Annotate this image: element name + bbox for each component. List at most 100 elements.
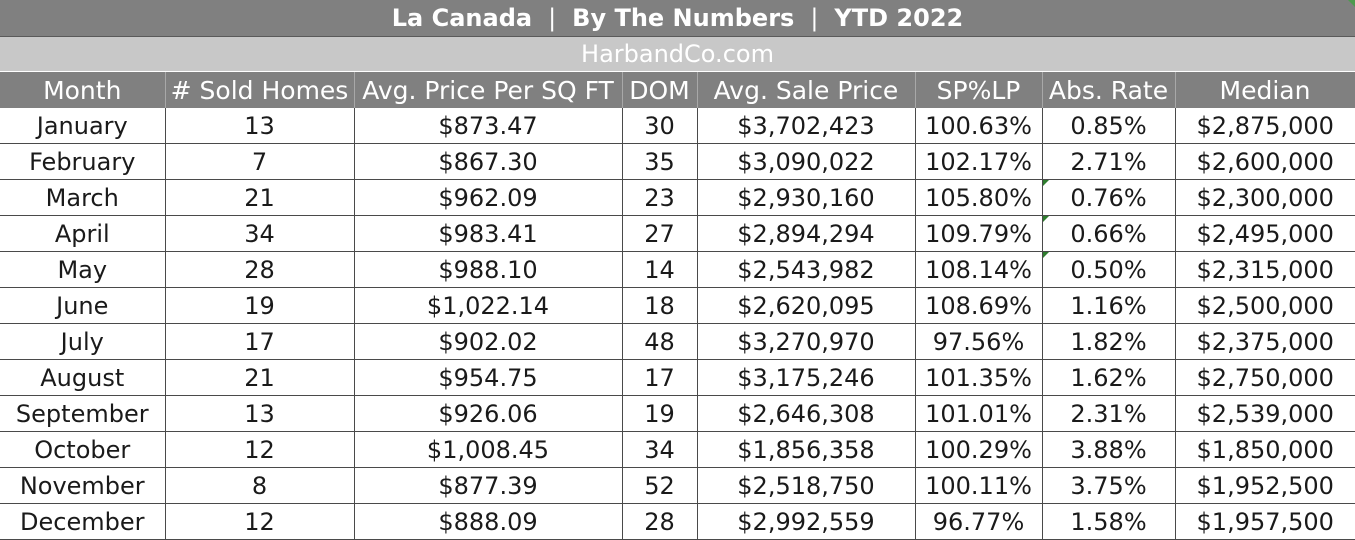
cell-sp-lp[interactable]: 100.63% (914, 108, 1043, 144)
cell-median[interactable]: $2,375,000 (1174, 323, 1355, 360)
cell-price-per-sqft[interactable]: $926.06 (353, 395, 623, 432)
cell-median[interactable]: $2,875,000 (1174, 108, 1355, 144)
cell-abs-rate[interactable]: 0.50% (1041, 251, 1176, 288)
cell-price-per-sqft[interactable]: $988.10 (353, 251, 623, 288)
cell-dom[interactable]: 18 (621, 287, 698, 324)
cell-abs-rate[interactable]: 3.75% (1041, 467, 1176, 504)
cell-sold-homes[interactable]: 21 (164, 359, 355, 396)
cell-median[interactable]: $2,500,000 (1174, 287, 1355, 324)
cell-sp-lp[interactable]: 100.11% (914, 467, 1043, 504)
cell-sold-homes[interactable]: 7 (164, 143, 355, 180)
cell-price-per-sqft[interactable]: $888.09 (353, 503, 623, 540)
cell-dom[interactable]: 30 (621, 108, 698, 144)
cell-avg-sale-price[interactable]: $2,992,559 (696, 503, 916, 540)
cell-sold-homes[interactable]: 21 (164, 179, 355, 216)
cell-abs-rate[interactable]: 2.71% (1041, 143, 1176, 180)
cell-avg-sale-price[interactable]: $3,175,246 (696, 359, 916, 396)
cell-month[interactable]: June (0, 287, 166, 324)
cell-sp-lp[interactable]: 109.79% (914, 215, 1043, 252)
cell-sp-lp[interactable]: 97.56% (914, 323, 1043, 360)
cell-abs-rate[interactable]: 0.66% (1041, 215, 1176, 252)
cell-abs-rate[interactable]: 1.62% (1041, 359, 1176, 396)
cell-price-per-sqft[interactable]: $873.47 (353, 108, 623, 144)
cell-price-per-sqft[interactable]: $1,008.45 (353, 431, 623, 468)
cell-price-per-sqft[interactable]: $867.30 (353, 143, 623, 180)
cell-dom[interactable]: 17 (621, 359, 698, 396)
cell-dom[interactable]: 14 (621, 251, 698, 288)
cell-sp-lp[interactable]: 108.69% (914, 287, 1043, 324)
cell-sp-lp[interactable]: 105.80% (914, 179, 1043, 216)
col-header-sold-homes[interactable]: # Sold Homes (165, 72, 355, 108)
cell-month[interactable]: April (0, 215, 166, 252)
col-header-dom[interactable]: DOM (622, 72, 698, 108)
cell-median[interactable]: $1,850,000 (1174, 431, 1355, 468)
cell-abs-rate[interactable]: 3.88% (1041, 431, 1176, 468)
cell-sold-homes[interactable]: 34 (164, 215, 355, 252)
cell-dom[interactable]: 34 (621, 431, 698, 468)
cell-price-per-sqft[interactable]: $1,022.14 (353, 287, 623, 324)
cell-abs-rate[interactable]: 0.76% (1041, 179, 1176, 216)
cell-sold-homes[interactable]: 28 (164, 251, 355, 288)
cell-abs-rate[interactable]: 1.58% (1041, 503, 1176, 540)
cell-median[interactable]: $1,957,500 (1174, 503, 1355, 540)
cell-price-per-sqft[interactable]: $954.75 (353, 359, 623, 396)
cell-sold-homes[interactable]: 13 (164, 108, 355, 144)
cell-avg-sale-price[interactable]: $2,930,160 (696, 179, 916, 216)
cell-dom[interactable]: 52 (621, 467, 698, 504)
cell-median[interactable]: $2,600,000 (1174, 143, 1355, 180)
cell-sold-homes[interactable]: 8 (164, 467, 355, 504)
cell-price-per-sqft[interactable]: $962.09 (353, 179, 623, 216)
cell-dom[interactable]: 48 (621, 323, 698, 360)
cell-month[interactable]: January (0, 108, 166, 144)
cell-month[interactable]: December (0, 503, 166, 540)
cell-sp-lp[interactable]: 101.01% (914, 395, 1043, 432)
cell-sp-lp[interactable]: 96.77% (914, 503, 1043, 540)
cell-dom[interactable]: 35 (621, 143, 698, 180)
cell-dom[interactable]: 27 (621, 215, 698, 252)
cell-sp-lp[interactable]: 100.29% (914, 431, 1043, 468)
cell-median[interactable]: $1,952,500 (1174, 467, 1355, 504)
cell-month[interactable]: November (0, 467, 166, 504)
cell-sp-lp[interactable]: 102.17% (914, 143, 1043, 180)
cell-price-per-sqft[interactable]: $983.41 (353, 215, 623, 252)
cell-abs-rate[interactable]: 2.31% (1041, 395, 1176, 432)
cell-avg-sale-price[interactable]: $2,646,308 (696, 395, 916, 432)
cell-avg-sale-price[interactable]: $3,090,022 (696, 143, 916, 180)
cell-month[interactable]: September (0, 395, 166, 432)
col-header-avg-sale-price[interactable]: Avg. Sale Price (697, 72, 916, 108)
col-header-abs-rate[interactable]: Abs. Rate (1042, 72, 1176, 108)
col-header-sp-lp[interactable]: SP%LP (915, 72, 1043, 108)
cell-price-per-sqft[interactable]: $877.39 (353, 467, 623, 504)
cell-avg-sale-price[interactable]: $2,894,294 (696, 215, 916, 252)
cell-avg-sale-price[interactable]: $2,543,982 (696, 251, 916, 288)
cell-avg-sale-price[interactable]: $3,702,423 (696, 108, 916, 144)
cell-median[interactable]: $2,750,000 (1174, 359, 1355, 396)
col-header-median[interactable]: Median (1175, 72, 1355, 108)
cell-abs-rate[interactable]: 1.82% (1041, 323, 1176, 360)
cell-sold-homes[interactable]: 12 (164, 503, 355, 540)
cell-month[interactable]: October (0, 431, 166, 468)
cell-month[interactable]: February (0, 143, 166, 180)
cell-sp-lp[interactable]: 108.14% (914, 251, 1043, 288)
cell-dom[interactable]: 19 (621, 395, 698, 432)
cell-median[interactable]: $2,495,000 (1174, 215, 1355, 252)
cell-avg-sale-price[interactable]: $3,270,970 (696, 323, 916, 360)
cell-median[interactable]: $2,539,000 (1174, 395, 1355, 432)
cell-abs-rate[interactable]: 1.16% (1041, 287, 1176, 324)
cell-sold-homes[interactable]: 19 (164, 287, 355, 324)
cell-sold-homes[interactable]: 12 (164, 431, 355, 468)
cell-month[interactable]: March (0, 179, 166, 216)
col-header-price-per-sqft[interactable]: Avg. Price Per SQ FT (354, 72, 623, 108)
cell-month[interactable]: May (0, 251, 166, 288)
cell-sold-homes[interactable]: 13 (164, 395, 355, 432)
cell-price-per-sqft[interactable]: $902.02 (353, 323, 623, 360)
cell-median[interactable]: $2,315,000 (1174, 251, 1355, 288)
cell-month[interactable]: July (0, 323, 166, 360)
col-header-month[interactable]: Month (0, 72, 166, 108)
cell-dom[interactable]: 23 (621, 179, 698, 216)
cell-month[interactable]: August (0, 359, 166, 396)
cell-sp-lp[interactable]: 101.35% (914, 359, 1043, 396)
cell-abs-rate[interactable]: 0.85% (1041, 108, 1176, 144)
cell-median[interactable]: $2,300,000 (1174, 179, 1355, 216)
cell-sold-homes[interactable]: 17 (164, 323, 355, 360)
